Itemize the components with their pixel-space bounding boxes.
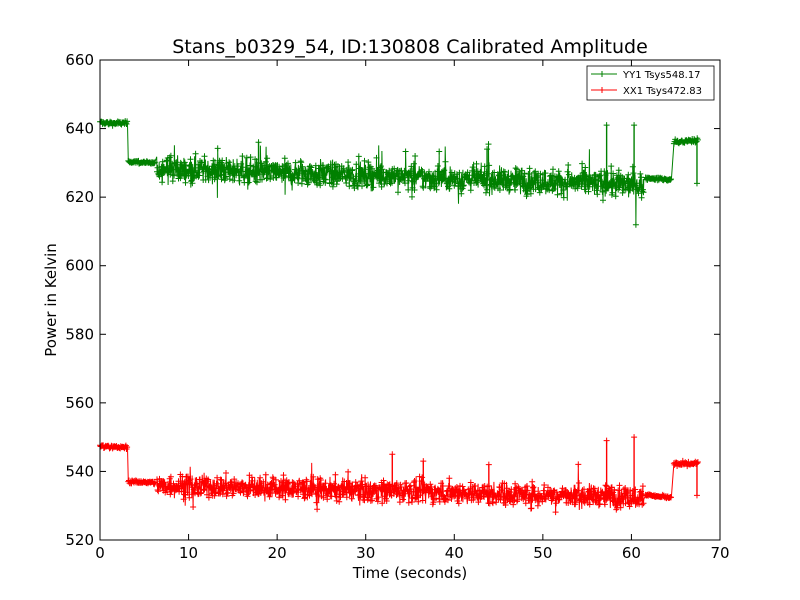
plot-frame — [99, 59, 721, 541]
x-tick-label: 70 — [710, 544, 729, 562]
legend-marker-xx1 — [599, 87, 605, 93]
chart-title: Stans_b0329_54, ID:130808 Calibrated Amp… — [172, 36, 648, 58]
spike-marker — [604, 170, 611, 177]
series-yy1 — [97, 118, 701, 228]
legend-marker-yy1 — [599, 71, 605, 77]
spike-marker — [631, 122, 638, 129]
y-tick-label: 600 — [65, 257, 94, 275]
y-axis-label: Power in Kelvin — [42, 243, 60, 357]
spike-marker — [389, 451, 396, 458]
ticks-layer: 0 10 20 30 40 50 60 70 520 540 560 580 600 620 640 660 — [65, 51, 729, 562]
spike-marker — [485, 461, 492, 468]
legend-item-yy1: YY1 Tsys548.17 — [591, 70, 701, 81]
spike-marker — [603, 437, 610, 444]
y-tick-label: 620 — [65, 188, 94, 206]
legend: YY1 Tsys548.17 XX1 Tsys472.83 — [586, 65, 715, 101]
legend-box — [586, 65, 715, 101]
x-tick-label: 10 — [179, 544, 198, 562]
spike-marker — [255, 139, 262, 146]
x-tick-label: 50 — [533, 544, 552, 562]
x-axis-label: Time (seconds) — [352, 564, 468, 582]
y-tick-label: 660 — [65, 51, 94, 69]
spike-marker — [631, 434, 638, 441]
legend-label-xx1: XX1 Tsys472.83 — [623, 86, 702, 97]
spike-marker — [420, 458, 427, 465]
spike-marker — [693, 492, 700, 499]
x-tick-label: 30 — [356, 544, 375, 562]
x-tick-label: 40 — [445, 544, 464, 562]
spike-marker — [693, 180, 700, 187]
x-tick-label: 20 — [268, 544, 287, 562]
legend-item-xx1: XX1 Tsys472.83 — [591, 86, 702, 97]
y-tick-label: 540 — [65, 462, 94, 480]
spike-marker — [484, 146, 491, 153]
y-tick-label: 560 — [65, 394, 94, 412]
y-tick-label: 640 — [65, 120, 94, 138]
x-tick-label: 60 — [622, 544, 641, 562]
y-tick-label: 520 — [65, 531, 94, 549]
x-tick-label: 0 — [95, 544, 105, 562]
legend-label-yy1: YY1 Tsys548.17 — [622, 70, 701, 81]
spike-marker — [603, 122, 610, 129]
y-tick-label: 580 — [65, 325, 94, 343]
